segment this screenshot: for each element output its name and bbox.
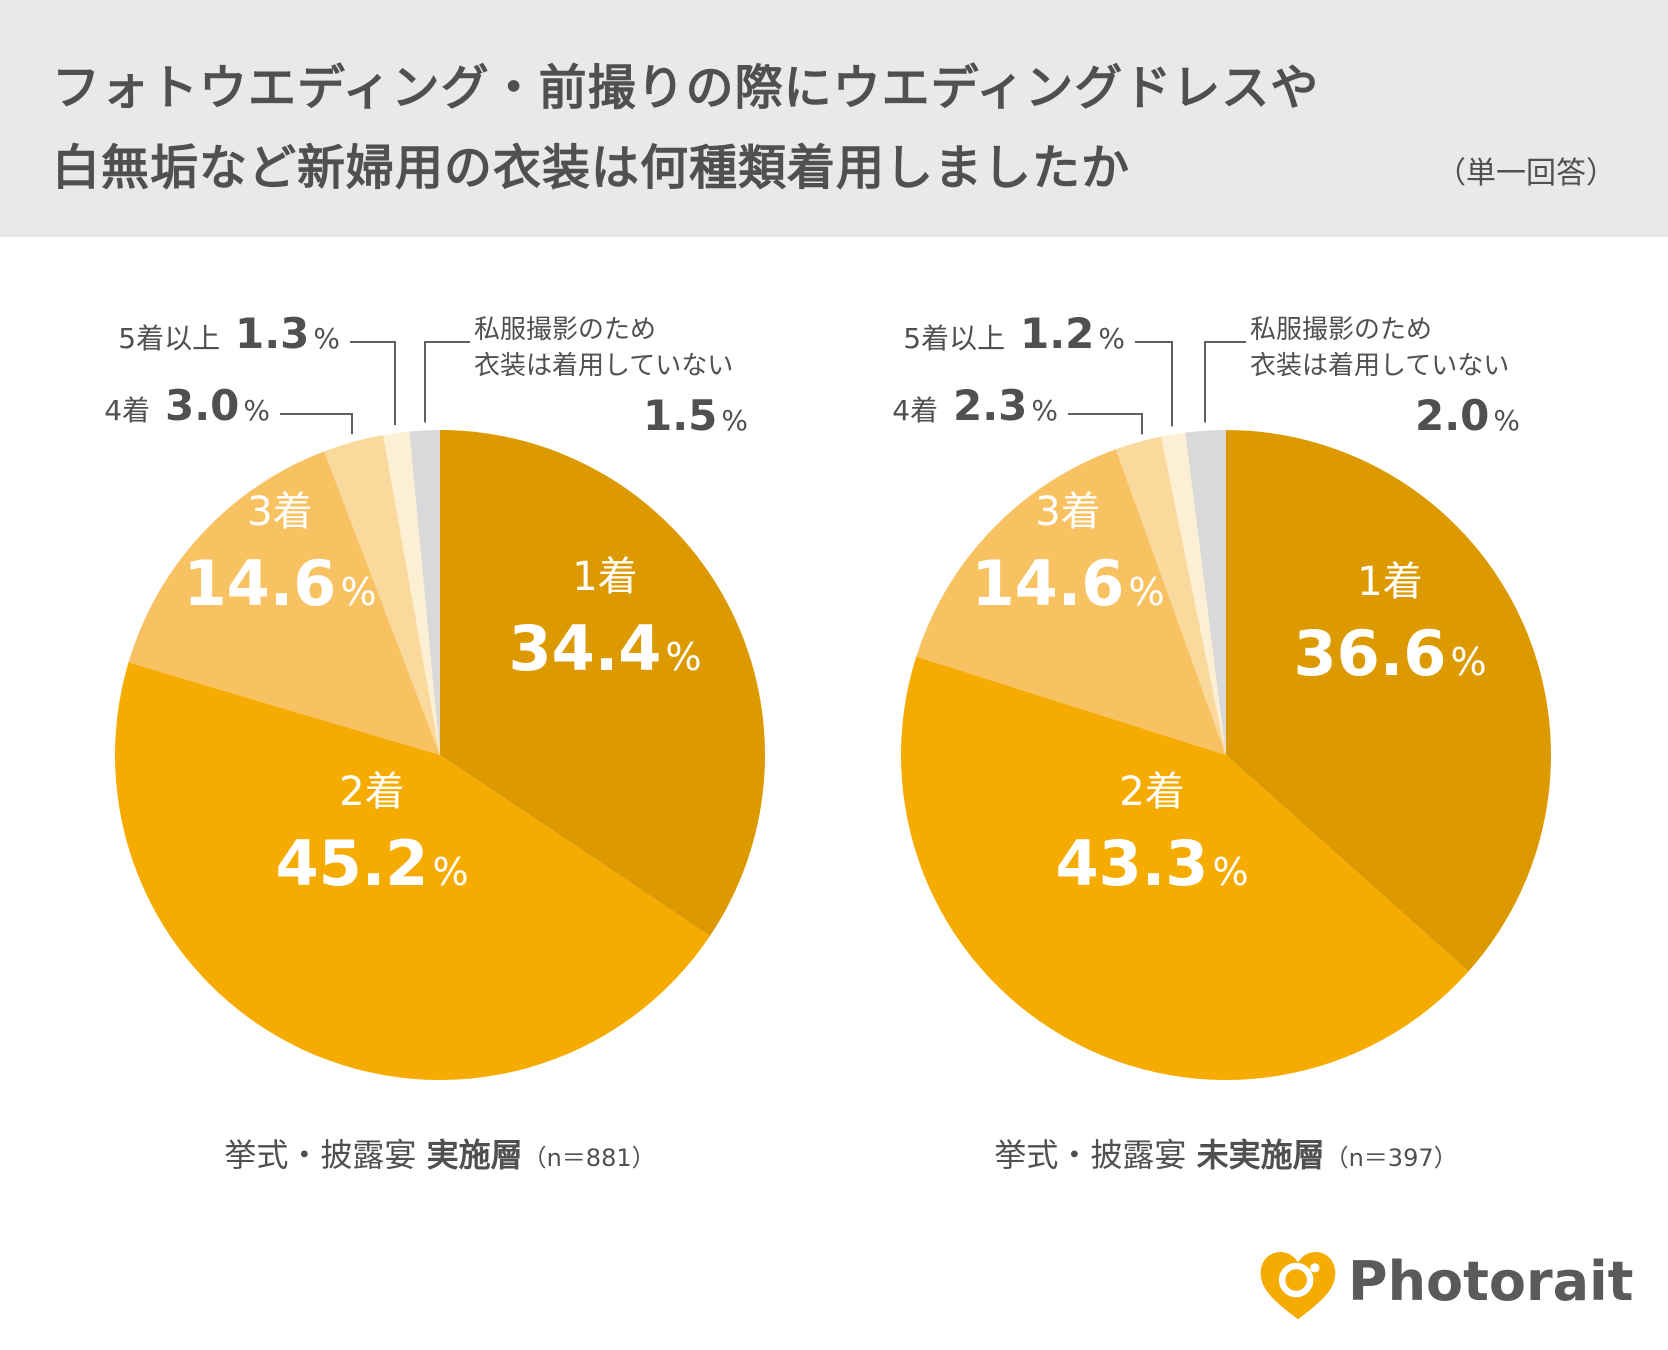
slice-value-3: 14.6% xyxy=(971,547,1164,620)
pie-chart-not-implemented: 1着 36.6 % 2着 43.3 % 3着 14.6 % 4着 2.3 % 5着以上 1.2% 私服撮… xyxy=(892,309,1552,1080)
leader-line-4 xyxy=(280,413,353,435)
leader-line-4 xyxy=(1068,413,1143,435)
pie-slice-4 xyxy=(1115,436,1226,755)
caption-not-implemented: 挙式・披露宴 未実施層（n＝397） xyxy=(994,1130,1457,1176)
slice-label-6-line-1: 私服撮影のため xyxy=(1250,315,1432,345)
header-banner: フォトウエディング・前撮りの際にウエディングドレスや 白無垢など新婦用の衣装は何… xyxy=(0,0,1668,237)
pie-slice-5 xyxy=(1161,432,1226,755)
pie-chart-implemented: 1着 34.4 % 2着 45.2 % 3着 14.6 % 4着 3.0 % 5着以上 1.3% 私服撮… xyxy=(104,309,765,1080)
chart-title-line-1: フォトウエディング・前撮りの際にウエディングドレスや xyxy=(52,60,1320,116)
pie-slice-2 xyxy=(901,656,1469,1080)
caption-prefix: 挙式・披露宴 xyxy=(994,1136,1197,1174)
slice-value-1: 36.6% xyxy=(1293,617,1486,690)
pie-slice-6 xyxy=(409,430,440,755)
slice-label-4: 4着 2.3% xyxy=(892,381,1058,430)
slice-label-6-line-2: 衣装は着用していない xyxy=(1250,351,1509,381)
slice-label-1: 1着 xyxy=(1357,559,1422,605)
pie-slice-5 xyxy=(383,431,440,755)
slice-label-2: 2着 xyxy=(339,769,404,815)
slice-label-2: 2着 xyxy=(1119,769,1184,815)
chart-title-line-2: 白無垢など新婦用の衣装は何種類着用しましたか xyxy=(52,140,1131,196)
caption-sample-size: （n＝397） xyxy=(1324,1144,1458,1172)
pie-slice-1 xyxy=(1226,430,1552,972)
caption-implemented: 挙式・披露宴 実施層（n＝881） xyxy=(224,1130,655,1176)
caption-prefix: 挙式・披露宴 xyxy=(224,1136,427,1174)
pie-slice-3 xyxy=(916,449,1226,755)
pie-slice-2 xyxy=(114,662,710,1080)
pie-slice-6 xyxy=(1185,430,1226,755)
caption-sample-size: （n＝881） xyxy=(522,1144,656,1172)
slice-label-5: 5着以上 1.3% xyxy=(118,309,340,358)
slice-value-6: 1.5% xyxy=(643,391,748,440)
slice-label-4: 4着 3.0% xyxy=(104,381,270,430)
leader-line-6 xyxy=(1204,341,1246,423)
brand-logo-text: Photorait xyxy=(1348,1250,1634,1313)
slice-value-2: 45.2% xyxy=(275,827,468,900)
slice-label-6-line-2: 衣装は着用していない xyxy=(474,351,733,381)
leader-line-6 xyxy=(424,341,470,423)
slice-value-3: 14.6% xyxy=(183,547,376,620)
slice-value-1: 34.4% xyxy=(508,612,701,685)
slice-label-6-line-1: 私服撮影のため xyxy=(474,315,656,345)
heart-camera-icon xyxy=(1260,1252,1336,1320)
slice-value-6: 2.0% xyxy=(1415,391,1520,440)
leader-line-5 xyxy=(350,341,396,426)
slice-label-3: 3着 xyxy=(1035,489,1100,535)
slice-label-5: 5着以上 1.2% xyxy=(903,309,1125,358)
pie-slice-3 xyxy=(128,451,441,755)
pie-slice-1 xyxy=(440,430,765,936)
caption-group: 未実施層 xyxy=(1196,1136,1325,1174)
slice-label-3: 3着 xyxy=(247,489,312,535)
leader-line-5 xyxy=(1135,341,1173,427)
pie-slice-4 xyxy=(324,435,440,755)
slice-label-1: 1着 xyxy=(572,554,637,600)
slice-value-2: 43.3% xyxy=(1055,827,1248,900)
caption-group: 実施層 xyxy=(426,1136,523,1174)
answer-type-note: （単一回答） xyxy=(1436,156,1616,191)
